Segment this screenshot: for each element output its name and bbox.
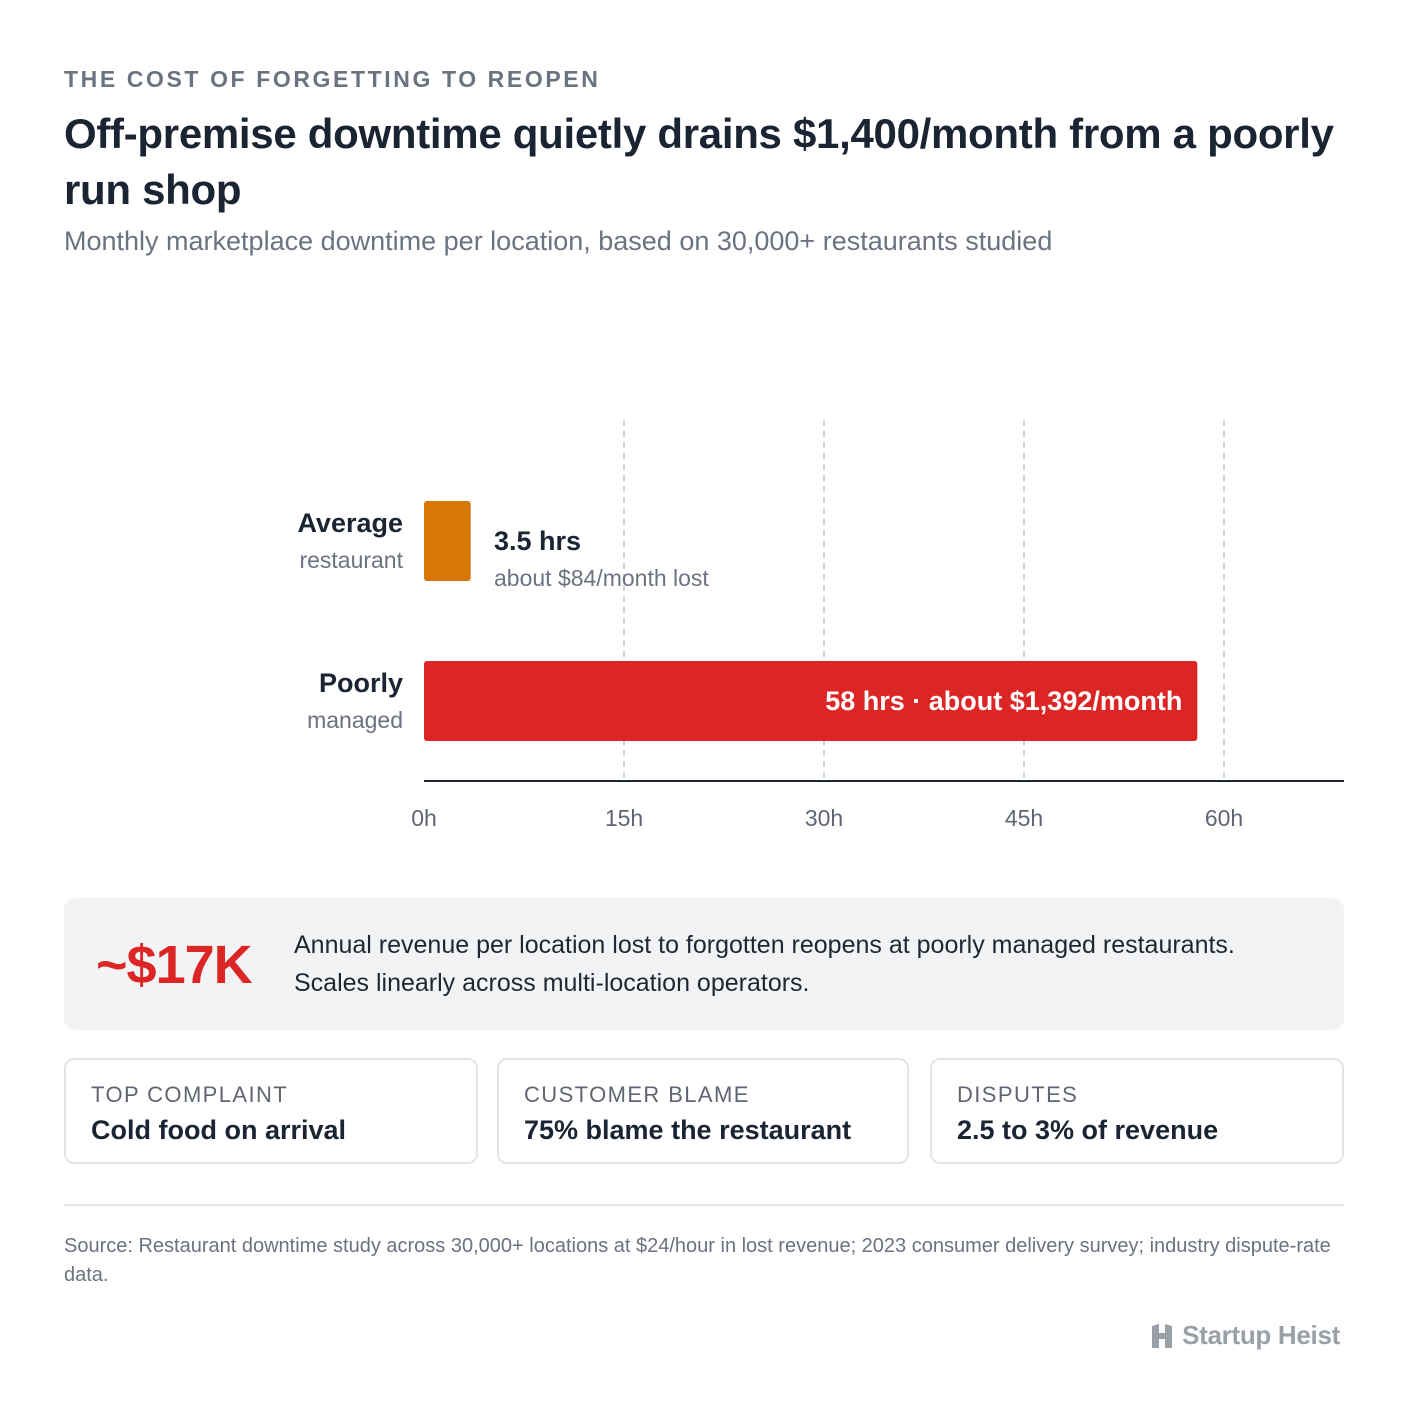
x-tick-label: 0h <box>411 805 437 831</box>
source-note: Source: Restaurant downtime study across… <box>64 1235 1331 1286</box>
category-sublabel: restaurant <box>299 547 403 573</box>
brand-name: Startup Heist <box>1182 1320 1340 1350</box>
annual-loss-text: Annual revenue per location lost to forg… <box>294 931 1235 997</box>
downtime-bar-chart: Average restaurant Poorly managed 3.5 hrs abo… <box>297 420 1344 831</box>
subtitle: Monthly marketplace downtime per locatio… <box>64 226 1053 256</box>
category-label: Average <box>297 508 403 538</box>
stat-card-key: TOP COMPLAINT <box>91 1082 289 1107</box>
data-sublabel: about $84/month lost <box>494 565 709 591</box>
data-label: 58 hrs · about $1,392/month <box>825 686 1182 716</box>
stat-card-key: DISPUTES <box>957 1082 1079 1107</box>
eyebrow: THE COST OF FORGETTING TO REOPEN <box>64 66 601 92</box>
stat-card-key: CUSTOMER BLAME <box>524 1082 750 1107</box>
stat-card-disputes: DISPUTES 2.5 to 3% of revenue <box>930 1058 1344 1164</box>
x-tick-label: 45h <box>1005 805 1043 831</box>
x-tick-label: 60h <box>1205 805 1243 831</box>
stat-cards: TOP COMPLAINT Cold food on arrival CUSTO… <box>64 1058 1344 1168</box>
x-tick-label: 30h <box>805 805 843 831</box>
category-sublabel: managed <box>307 707 403 733</box>
stat-card-value: 75% blame the restaurant <box>524 1115 852 1145</box>
page-title: Off-premise downtime quietly drains $1,4… <box>64 110 1334 213</box>
footer-divider <box>64 1204 1344 1206</box>
stat-card-value: Cold food on arrival <box>91 1115 347 1145</box>
x-tick-label: 15h <box>605 805 643 831</box>
stat-card-top-complaint: TOP COMPLAINT Cold food on arrival <box>64 1058 478 1164</box>
bar-average <box>424 501 471 581</box>
brand: Startup Heist <box>1150 1320 1340 1351</box>
stat-card-customer-blame: CUSTOMER BLAME 75% blame the restaurant <box>497 1058 909 1164</box>
annual-loss-callout: ~$17K Annual revenue per location lost t… <box>64 898 1344 1030</box>
data-label: 3.5 hrs <box>494 526 581 556</box>
category-label: Poorly <box>319 668 403 698</box>
annual-loss-value: ~$17K <box>96 935 253 995</box>
startup-heist-logo-icon <box>1152 1323 1173 1348</box>
stat-card-value: 2.5 to 3% of revenue <box>957 1115 1219 1145</box>
bar-poorly <box>424 661 1198 741</box>
